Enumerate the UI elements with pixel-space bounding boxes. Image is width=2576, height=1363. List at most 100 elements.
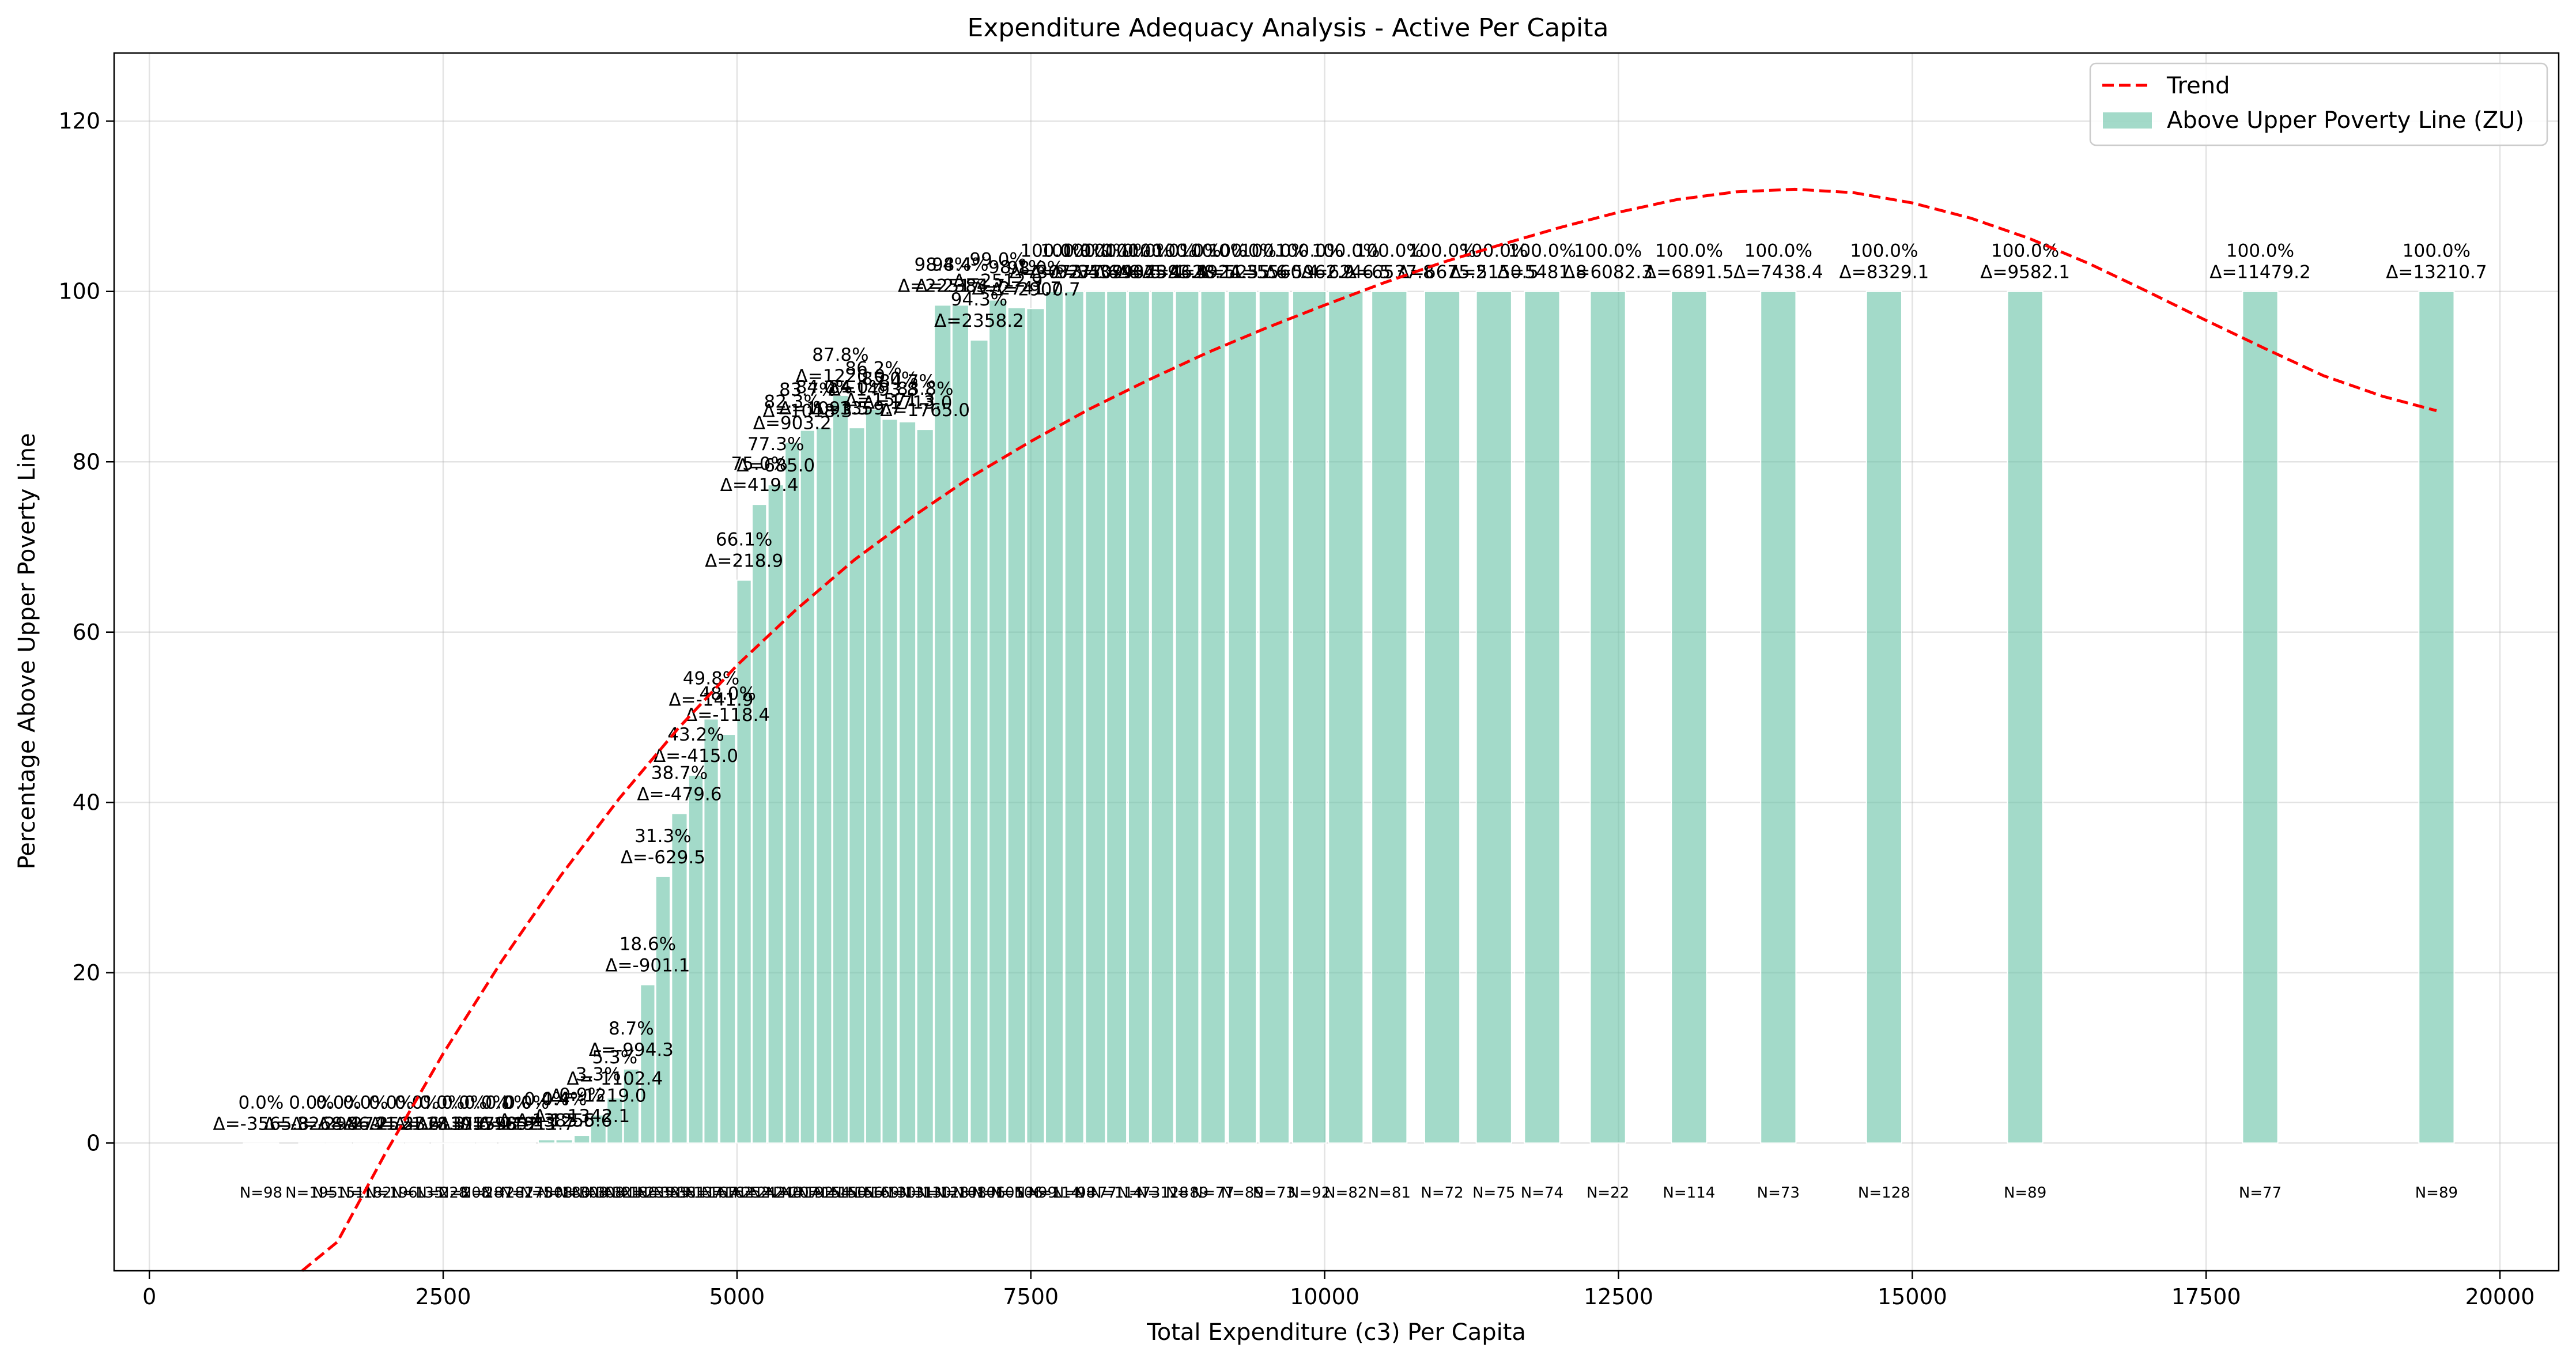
bar-delta-label: Δ=1765.0 <box>880 400 970 421</box>
y-axis: 0 20 40 60 80 100 120 <box>58 108 114 1156</box>
bar-delta-label: Δ=-3268.4 <box>263 1113 360 1134</box>
bar-delta-label: Δ=-479.6 <box>637 784 722 805</box>
x-tick-label: 12500 <box>1584 1284 1653 1309</box>
bar <box>1150 290 1174 1144</box>
bar-delta-label: Δ=1713.0 <box>863 392 953 413</box>
bar-pct-label: 100.0% <box>1655 241 1723 262</box>
bar-n-label: N=135 <box>391 1184 444 1202</box>
bar-pct-label: 0.0% <box>343 1092 388 1113</box>
bar <box>1007 307 1026 1144</box>
bar-pct-label: 0.4% <box>542 1089 587 1109</box>
bar-delta-label: Δ=419.4 <box>720 475 799 496</box>
bar-n-label: N=156 <box>830 1184 883 1202</box>
bar <box>1174 290 1200 1144</box>
bar-delta-label: Δ=5150.5 <box>1449 262 1539 283</box>
bar <box>1227 290 1257 1144</box>
bar-pct-label: 98.0% <box>1007 258 1064 278</box>
bar-n-label: N=128 <box>1858 1184 1910 1202</box>
bar-pct-label: 83.7% <box>779 380 836 401</box>
bar-n-label: N=98 <box>240 1184 282 1202</box>
bar-delta-label: Δ=-1255.6 <box>516 1110 613 1131</box>
bar-n-label: N=114 <box>1028 1184 1081 1202</box>
bar-pct-label: 100.0% <box>1208 241 1276 262</box>
bar-n-label: N=308 <box>572 1184 625 1202</box>
bar <box>606 1097 624 1144</box>
bar <box>864 408 882 1144</box>
bar-n-label: N=128 <box>916 1184 969 1202</box>
bar-pct-label: 100.0% <box>1128 241 1196 262</box>
bar-n-label: N=192 <box>781 1184 834 1202</box>
bar-pct-label: 8.7% <box>609 1018 654 1039</box>
bar-n-label: N=137 <box>670 1184 722 1202</box>
bar-delta-label: Δ=11479.2 <box>2209 262 2310 283</box>
bar <box>1200 290 1226 1144</box>
y-tick-label: 120 <box>58 108 100 134</box>
bar-n-label: N=385 <box>637 1184 689 1202</box>
bar-pct-label: 84.0% <box>796 377 852 398</box>
bar <box>799 429 815 1144</box>
bar-delta-label: Δ=4393.5 <box>1117 262 1207 283</box>
bar-pct-label: 0.0% <box>485 1092 531 1113</box>
bar <box>951 304 969 1144</box>
bar-pct-label: 100.0% <box>1020 241 1088 262</box>
bar-delta-label: Δ=-1102.4 <box>566 1068 663 1089</box>
bar-pct-label: 0.0% <box>369 1092 414 1113</box>
bar-n-label: N=287 <box>482 1184 534 1202</box>
bar <box>1064 290 1085 1144</box>
bar-n-label: N=73 <box>1757 1184 1800 1202</box>
bar <box>832 395 849 1144</box>
x-tick-label: 0 <box>142 1284 156 1309</box>
bar-n-label: N=130 <box>864 1184 916 1202</box>
bar <box>1127 290 1150 1144</box>
bar-n-label: N=235 <box>621 1184 674 1202</box>
bar <box>2418 290 2455 1144</box>
bar-n-label: N=287 <box>460 1184 513 1202</box>
y-tick-label: 100 <box>58 279 100 304</box>
bar-pct-label: 82.3% <box>764 391 821 412</box>
bar-delta-label: Δ=3277.6 <box>1029 262 1119 283</box>
x-tick-label: 2500 <box>416 1284 471 1309</box>
bar <box>916 429 934 1144</box>
y-axis-label: Percentage Above Upper Poverty Line <box>14 433 40 869</box>
bar-delta-label: Δ=1018.3 <box>762 401 852 422</box>
trend-line <box>301 187 2437 1272</box>
bar-delta-label: Δ=-1511.7 <box>478 1113 575 1134</box>
bar-delta-label: Δ=-118.4 <box>685 705 770 726</box>
bar <box>640 984 656 1144</box>
x-tick-label: 10000 <box>1290 1284 1359 1309</box>
bar-delta-label: Δ=2741.7 <box>972 278 1062 299</box>
bar-pct-label: 66.1% <box>716 530 772 550</box>
bar <box>1865 290 1902 1144</box>
bar-n-label: N=89 <box>1166 1184 1208 1202</box>
plot-frame <box>113 52 2560 1272</box>
bar-pct-label: 5.3% <box>592 1047 637 1068</box>
bar <box>934 304 952 1144</box>
bar-n-label: N=77 <box>2239 1184 2282 1202</box>
bar-pct-label: 100.0% <box>1062 241 1130 262</box>
bar-pct-label: 100.0% <box>1275 241 1343 262</box>
bar-delta-label: Δ=-1652.3 <box>460 1113 556 1134</box>
bar-n-label: N=89 <box>2004 1184 2046 1202</box>
bar <box>1423 290 1461 1144</box>
bar-delta-label: Δ=218.9 <box>705 551 783 572</box>
bar-delta-label: Δ=7438.4 <box>1733 262 1823 283</box>
bar-n-label: N=308 <box>520 1184 573 1202</box>
bar-delta-label: Δ=-1385.6 <box>498 1110 595 1131</box>
bar <box>767 484 784 1144</box>
y-tick-label: 20 <box>73 960 100 986</box>
bar-n-label: N=154 <box>798 1184 850 1202</box>
bar-delta-label: Δ=-901.1 <box>605 956 690 976</box>
bar-pct-label: 100.0% <box>2403 241 2471 262</box>
bar-pct-label: 100.0% <box>1312 241 1380 262</box>
bar-n-label: N=167 <box>685 1184 738 1202</box>
bar-n-label: N=150 <box>814 1184 867 1202</box>
bar-n-label: N=82 <box>1324 1184 1367 1202</box>
legend: Trend Above Upper Poverty Line (ZU) <box>2089 62 2548 146</box>
bar <box>815 427 833 1144</box>
bar <box>969 339 989 1144</box>
bar-pct-label: 86.2% <box>845 358 901 379</box>
bar <box>1085 290 1106 1144</box>
bar-pct-label: 100.0% <box>1040 241 1108 262</box>
bar-delta-label: Δ=-1219.0 <box>550 1086 647 1107</box>
